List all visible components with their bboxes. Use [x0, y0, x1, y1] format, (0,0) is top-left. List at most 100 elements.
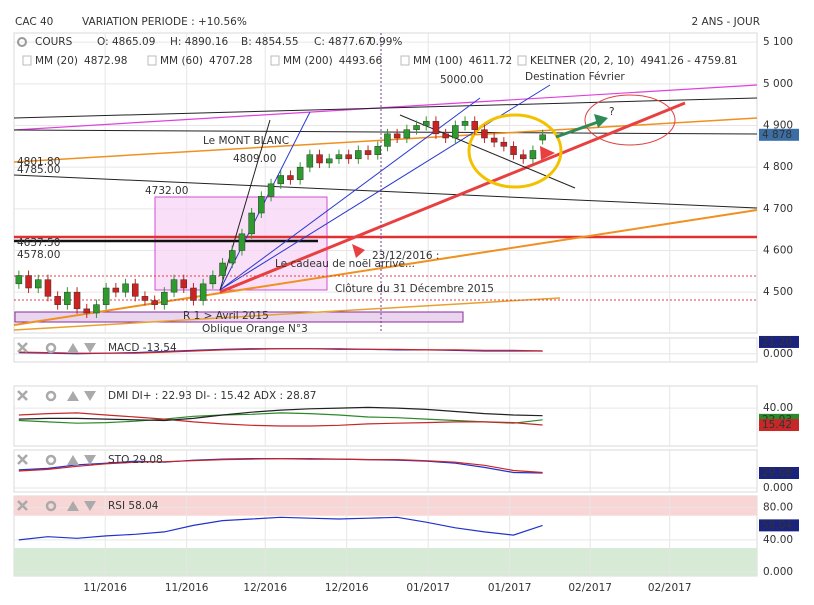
annotation: ? — [609, 106, 615, 118]
annotation: 4637.50 — [17, 237, 60, 249]
candle-body — [199, 283, 207, 301]
annotation: 4578.00 — [17, 249, 60, 261]
panel-title: RSI 58.04 — [108, 500, 159, 512]
y-tick-label: 40.00 — [763, 534, 793, 546]
candle-body — [393, 133, 401, 139]
oversold-band — [14, 547, 757, 576]
candle-body — [442, 133, 449, 139]
candle-body — [122, 283, 129, 293]
panel — [13, 385, 758, 447]
candle-body — [306, 154, 314, 168]
quote-label: H: 4890.16 — [170, 36, 229, 48]
candle-body — [287, 175, 294, 180]
candle-body — [190, 287, 197, 301]
trendline — [13, 97, 758, 119]
candle-body — [44, 279, 52, 297]
trendline — [219, 101, 686, 294]
legend-value: 4707.28 — [209, 55, 252, 67]
panel-title: STO 29.08 — [108, 454, 163, 466]
close-icon — [17, 390, 28, 401]
panel — [13, 449, 758, 493]
candle-body — [403, 129, 411, 139]
candle-body — [112, 287, 120, 293]
settings-icon — [45, 390, 57, 402]
candle-body — [529, 150, 537, 160]
move-down-icon — [84, 501, 96, 511]
candle-body — [364, 150, 372, 155]
close-icon — [17, 500, 28, 511]
x-tick-label: 01/2017 — [488, 582, 532, 594]
annotation: 4801.80 — [17, 156, 60, 168]
annotation: 4809.00 — [233, 153, 276, 165]
x-tick-label: 01/2017 — [406, 582, 450, 594]
x-tick-label: 02/2017 — [648, 582, 692, 594]
x-tick-label: 12/2016 — [325, 582, 369, 594]
move-down-icon — [84, 455, 96, 465]
move-up-icon — [67, 343, 79, 353]
candle-body — [471, 121, 478, 130]
candle-body — [316, 154, 323, 164]
panel — [13, 32, 758, 334]
candle-body — [258, 196, 265, 214]
move-up-icon — [67, 501, 79, 511]
panel-title: DMI DI+ : 22.93 DI- : 15.42 ADX : 28.87 — [108, 390, 316, 402]
title: CAC 40 — [15, 16, 53, 28]
series-line — [18, 348, 543, 354]
overbought-band — [14, 496, 757, 516]
arrow-head — [352, 244, 365, 258]
series-line — [18, 412, 543, 424]
series-line — [18, 412, 543, 427]
y-tick-label: 5 000 — [763, 78, 793, 90]
y-tick-label: 4 700 — [763, 203, 793, 215]
series-line — [18, 406, 543, 422]
y-tick-label: 80.00 — [763, 502, 793, 514]
highlight-circle — [584, 94, 676, 146]
value-marker-label: 58.04 — [762, 519, 792, 531]
candle-body — [93, 304, 100, 314]
trendline — [219, 119, 271, 291]
trendline — [13, 174, 758, 209]
x-tick-label: 02/2017 — [568, 582, 612, 594]
legend-swatch — [400, 55, 410, 66]
annotation: Destination Février — [525, 71, 625, 83]
y-tick-label: 5 100 — [763, 36, 793, 48]
candle-body — [452, 125, 459, 139]
candle-body — [151, 300, 158, 305]
value-marker-label: 4 878 — [762, 129, 792, 141]
legend-label: MM (20) — [35, 55, 78, 67]
candle-body — [519, 154, 527, 160]
candle-body — [209, 275, 217, 285]
arrow — [555, 120, 599, 139]
settings-icon — [45, 500, 57, 512]
candle-body — [335, 154, 343, 160]
candle-body — [490, 137, 498, 143]
move-up-icon — [67, 455, 79, 465]
arrow-head — [540, 146, 555, 160]
arrow-head — [594, 114, 608, 128]
legend-label: MM (200) — [283, 55, 333, 67]
trendline — [399, 114, 576, 189]
annotation: Oblique Orange N°3 — [202, 323, 308, 335]
legend-value: 4872.98 — [84, 55, 127, 67]
move-down-icon — [84, 343, 96, 353]
legend-swatch — [270, 55, 280, 66]
move-down-icon — [84, 391, 96, 401]
candle-body — [34, 279, 42, 289]
panel-title: MACD -13.54 — [108, 342, 177, 354]
value-marker-label: 21.20 — [762, 336, 792, 348]
annotation: 5000.00 — [440, 74, 483, 86]
candle-body — [374, 146, 381, 155]
annotation: Le MONT BLANC — [203, 135, 289, 147]
candle-body — [73, 291, 81, 310]
y-tick-label: 4 900 — [763, 120, 793, 132]
quote-label: C: 4877.67 — [314, 36, 372, 48]
x-tick-label: 12/2016 — [243, 582, 287, 594]
candle-body — [510, 146, 517, 155]
candle-body — [267, 183, 275, 197]
legend-swatch — [22, 55, 32, 66]
candle-body — [83, 308, 90, 314]
candle-body — [170, 279, 178, 293]
subtitle: VARIATION PERIODE : +10.56% — [82, 16, 247, 28]
candle-body — [248, 212, 255, 235]
